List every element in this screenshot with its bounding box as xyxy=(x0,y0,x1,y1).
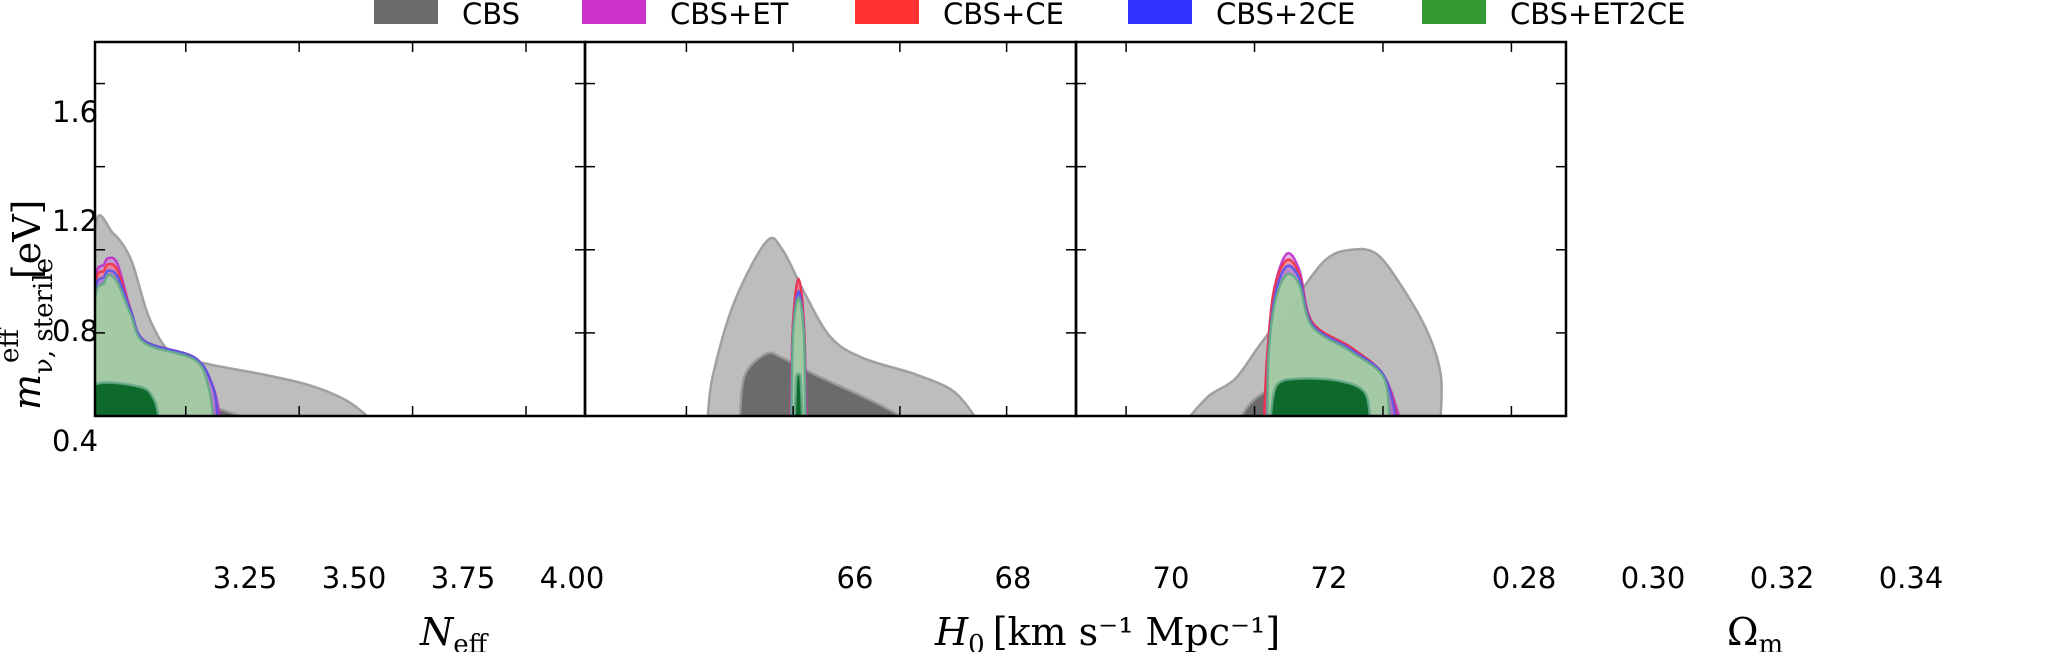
x-tick-label: 0.30 xyxy=(1621,561,1686,595)
contour-cbs-et2ce-68 xyxy=(793,372,804,416)
legend-label-cbs-2ce: CBS+2CE xyxy=(1216,0,1355,31)
legend-swatch-cbs-et2ce xyxy=(1422,0,1486,24)
y-axis-title: mν, sterileeff[eV] xyxy=(0,200,59,410)
y-tick-label: 1.6 xyxy=(52,95,98,129)
x-tick-label: 3.75 xyxy=(431,561,496,595)
panel-frame xyxy=(1074,40,1568,418)
contour-group xyxy=(1188,247,1443,416)
x-tick-label: 72 xyxy=(1311,561,1348,595)
x-tick-labels-panel-3: 0.28 0.30 0.32 0.34 xyxy=(1492,561,1944,595)
x-tick-label: 70 xyxy=(1153,561,1190,595)
contour-cbs-et2ce-68 xyxy=(1269,377,1372,416)
contour-cbs-68 xyxy=(738,351,903,416)
x-tick-labels-panel-2: 66 68 70 72 xyxy=(837,561,1348,595)
y-tick-label: 1.2 xyxy=(52,204,98,238)
x-tick-label: 0.32 xyxy=(1750,561,1815,595)
x-tick-labels-panel-1: 3.25 3.50 3.75 4.00 xyxy=(213,561,605,595)
x-axis-title-neff: Neff xyxy=(419,610,490,652)
x-tick-label: 0.34 xyxy=(1879,561,1944,595)
panel-h0 xyxy=(583,40,1078,418)
legend: CBS CBS+ET CBS+CE CBS+2CE CBS+ET2CE xyxy=(374,0,1685,31)
contour-cbs-et2ce-68 xyxy=(95,381,160,416)
legend-label-cbs-et: CBS+ET xyxy=(670,0,789,31)
x-tick-label: 3.50 xyxy=(322,561,387,595)
legend-swatch-cbs-ce xyxy=(855,0,919,24)
x-axis-title-omega-m: Ωm xyxy=(1727,610,1783,652)
legend-label-cbs: CBS xyxy=(462,0,520,31)
x-tick-label: 66 xyxy=(837,561,874,595)
legend-label-cbs-et2ce: CBS+ET2CE xyxy=(1510,0,1685,31)
x-tick-label: 0.28 xyxy=(1492,561,1557,595)
y-tick-label: 0.4 xyxy=(52,424,98,458)
legend-swatch-cbs-et xyxy=(582,0,646,24)
panel-omega-m xyxy=(1074,40,1568,418)
y-tick-label: 0.8 xyxy=(52,314,98,348)
x-tick-label: 4.00 xyxy=(540,561,605,595)
panel-neff xyxy=(93,40,587,418)
y-tick-labels: 0.4 0.8 1.2 1.6 xyxy=(52,95,98,458)
x-tick-label: 68 xyxy=(995,561,1032,595)
legend-label-cbs-ce: CBS+CE xyxy=(943,0,1064,31)
contour-group xyxy=(95,213,370,416)
x-tick-label: 3.25 xyxy=(213,561,278,595)
legend-swatch-cbs xyxy=(374,0,438,24)
legend-swatch-cbs-2ce xyxy=(1128,0,1192,24)
contour-group xyxy=(706,236,977,416)
contour-cbs-et2ce-95 xyxy=(95,273,215,416)
x-axis-title-h0: H0 [km s⁻¹ Mpc⁻¹] xyxy=(934,610,1280,652)
